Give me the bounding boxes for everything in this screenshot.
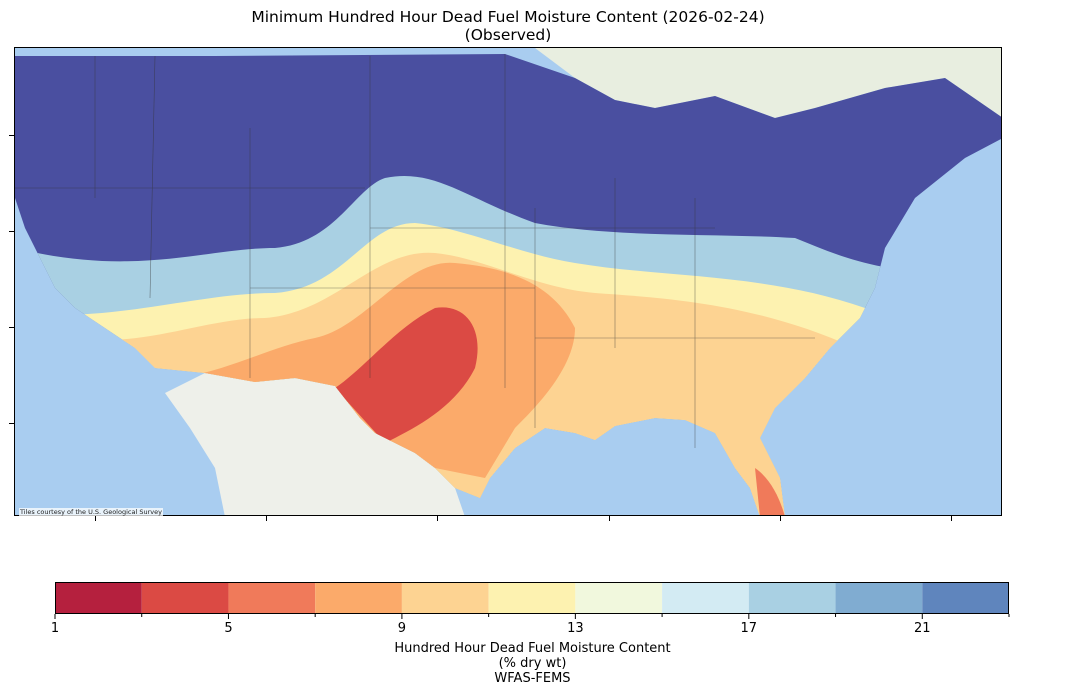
colorbar-segment bbox=[835, 582, 923, 614]
colorbar-segment bbox=[662, 582, 749, 614]
colorbar-segment bbox=[575, 582, 663, 614]
colorbar-tick-label: 17 bbox=[740, 621, 758, 636]
colorbar-segment bbox=[141, 582, 229, 614]
y-axis-tick bbox=[9, 327, 14, 328]
state-boundaries bbox=[15, 54, 815, 448]
colorbar-segment bbox=[922, 582, 1009, 614]
x-axis-tick bbox=[266, 516, 267, 521]
colorbar-segment bbox=[228, 582, 316, 614]
colorbar bbox=[55, 582, 1009, 614]
colorbar-segment bbox=[401, 582, 489, 614]
colorbar-tick-label: 1 bbox=[50, 621, 60, 636]
y-axis-tick bbox=[9, 423, 14, 424]
colorbar-segment bbox=[748, 582, 836, 614]
canada-area bbox=[535, 48, 1001, 118]
tile-attribution: Tiles courtesy of the U.S. Geological Su… bbox=[19, 508, 163, 516]
colorbar-segment bbox=[55, 582, 142, 614]
colorbar-units: (% dry wt) bbox=[498, 656, 567, 671]
colorbar-label: Hundred Hour Dead Fuel Moisture Content bbox=[394, 641, 671, 656]
colorbar-tick-label: 5 bbox=[224, 621, 233, 636]
chart-title: Minimum Hundred Hour Dead Fuel Moisture … bbox=[251, 8, 765, 26]
x-axis-tick bbox=[951, 516, 952, 521]
colorbar-source: WFAS-FEMS bbox=[494, 671, 571, 686]
colorbar-tick-label: 9 bbox=[397, 621, 407, 636]
map-panel[interactable] bbox=[14, 47, 1002, 516]
chart-subtitle: (Observed) bbox=[464, 26, 552, 44]
x-axis-tick bbox=[609, 516, 610, 521]
x-axis-tick bbox=[437, 516, 438, 521]
x-axis-tick bbox=[95, 516, 96, 521]
mexico-area bbox=[165, 373, 465, 515]
y-axis-tick bbox=[9, 135, 14, 136]
colorbar-tick-label: 21 bbox=[913, 621, 931, 636]
colorbar-segment bbox=[315, 582, 402, 614]
fuel-moisture-map bbox=[15, 48, 1001, 515]
y-axis-tick bbox=[9, 231, 14, 232]
colorbar-tick-label: 13 bbox=[567, 621, 584, 636]
colorbar-segment bbox=[488, 582, 576, 614]
colorbar-outline bbox=[55, 582, 1009, 614]
x-axis-tick bbox=[780, 516, 781, 521]
